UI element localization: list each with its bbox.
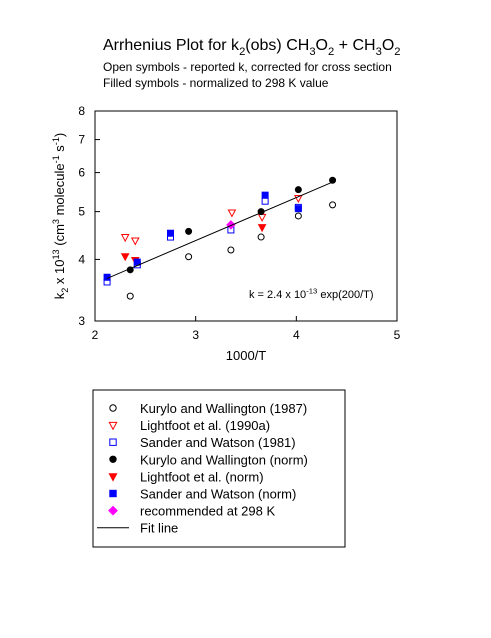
- text-segment: (obs) CH: [245, 37, 309, 54]
- text-segment: O: [316, 37, 328, 54]
- legend-label: Kurylo and Wallington (norm): [140, 452, 308, 467]
- data-point: [185, 227, 193, 235]
- legend-symbol: [109, 455, 117, 463]
- text-segment: x 10: [52, 260, 67, 288]
- data-point: [257, 233, 265, 241]
- subtitle: Filled symbols - normalized to 298 K val…: [103, 76, 329, 90]
- text-segment: k = 2.4 x 10: [249, 289, 306, 301]
- data-point: [261, 197, 269, 205]
- data-point: [126, 292, 134, 300]
- legend-label: Sander and Watson (norm): [140, 487, 296, 502]
- data-point: [329, 201, 337, 209]
- legend-label: Lightfoot et al. (1990a): [140, 418, 270, 433]
- data-point: [120, 253, 130, 262]
- data-point: [227, 209, 237, 218]
- y-tick-label: 6: [78, 166, 85, 180]
- text-segment: 2: [239, 46, 245, 58]
- legend-symbol: [108, 505, 118, 516]
- legend-label: Fit line: [140, 521, 178, 536]
- y-tick-label: 7: [78, 133, 85, 147]
- text-segment: exp(200/T): [317, 289, 373, 301]
- data-point: [257, 213, 267, 222]
- data-point: [257, 224, 267, 233]
- text-segment: 2: [328, 46, 334, 58]
- x-tick-label: 4: [293, 328, 300, 342]
- text-segment: 3: [309, 46, 315, 58]
- text-segment: ): [52, 133, 67, 137]
- y-tick-label: 4: [78, 252, 85, 266]
- text-segment: 13: [51, 249, 61, 259]
- legend-label: Kurylo and Wallington (1987): [140, 401, 307, 416]
- data-point: [120, 234, 130, 243]
- text-segment: Arrhenius Plot for k: [103, 37, 240, 54]
- text-segment: 3: [376, 46, 382, 58]
- legend-frame: [92, 389, 346, 548]
- text-segment: 2: [60, 288, 70, 293]
- legend-label: Sander and Watson (1981): [140, 435, 296, 450]
- data-point: [294, 194, 303, 204]
- text-segment: (cm: [52, 224, 67, 249]
- y-tick-label: 5: [78, 205, 85, 219]
- data-point: [227, 246, 235, 254]
- legend-label: recommended at 298 K: [140, 504, 275, 519]
- chart-title: Arrhenius Plot for k2(obs) CH3O2 + CH3O2: [103, 37, 401, 58]
- text-segment: O: [382, 37, 394, 54]
- data-point: [130, 237, 140, 246]
- data-point: [294, 186, 302, 194]
- data-point: [185, 253, 193, 261]
- x-axis-label: 1000/T: [226, 348, 267, 363]
- data-point: [294, 212, 302, 220]
- text-segment: -13: [306, 287, 317, 296]
- y-axis-label: k2 x 1013 (cm3 molecule-1 s-1): [51, 133, 70, 300]
- legend-symbol: [109, 489, 117, 498]
- x-tick-label: 5: [394, 328, 401, 342]
- data-point: [329, 176, 337, 184]
- plot-frame: [94, 110, 398, 322]
- legend-symbol: [109, 438, 117, 446]
- legend-symbol: [108, 473, 118, 482]
- text-segment: k: [52, 292, 67, 299]
- text-segment: 3: [51, 219, 61, 224]
- text-segment: molecule: [52, 163, 67, 219]
- text-segment: -1: [51, 155, 61, 163]
- fit-line: [106, 181, 333, 279]
- x-tick-label: 3: [192, 328, 199, 342]
- legend-symbol: [109, 404, 117, 412]
- text-segment: 2: [394, 46, 400, 58]
- data-point: [261, 191, 269, 199]
- annotation: k = 2.4 x 10-13 exp(200/T): [249, 287, 374, 301]
- x-tick-label: 2: [92, 328, 99, 342]
- y-tick-label: 3: [78, 314, 85, 328]
- legend-symbol: [108, 421, 118, 431]
- text-segment: -1: [51, 137, 61, 145]
- data-point: [226, 220, 236, 230]
- text-segment: s: [52, 145, 67, 156]
- data-point: [294, 205, 302, 213]
- legend-label: Lightfoot et al. (norm): [140, 469, 264, 484]
- data-point: [167, 229, 174, 237]
- subtitle: Open symbols - reported k, corrected for…: [103, 60, 392, 74]
- text-segment: + CH: [334, 37, 375, 54]
- y-tick-label: 8: [78, 104, 85, 118]
